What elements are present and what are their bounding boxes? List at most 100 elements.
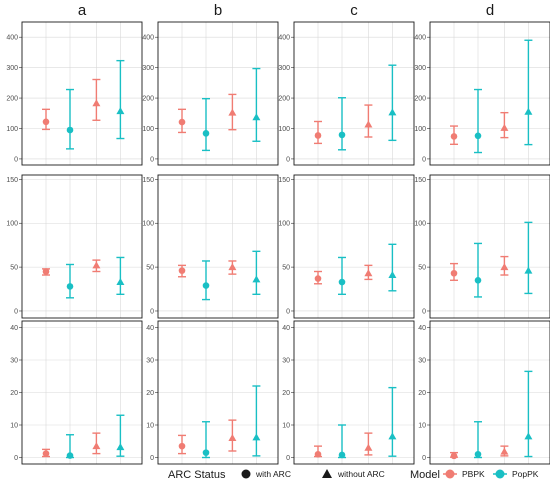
y-tick-label: 50 (418, 265, 426, 272)
panel-border (21, 21, 143, 166)
panel-border (21, 320, 143, 465)
y-tick-label: 200 (414, 95, 426, 102)
point-with-arc (202, 130, 210, 137)
panel-row1-b: 0 100 200 300 400 (142, 21, 279, 166)
y-tick-label: 200 (278, 95, 290, 102)
point-without-arc (116, 278, 125, 286)
panel-row3-d: 0 10 20 30 40 (418, 320, 550, 465)
y-tick-label: 0 (14, 156, 18, 163)
point-without-arc (364, 120, 373, 128)
point-without-arc (92, 261, 101, 269)
point-without-arc (364, 269, 373, 277)
legend-model-title: Model (410, 469, 440, 481)
error-bar-poppk-with-arc (66, 88, 74, 150)
panel-row3-a: 0 10 20 30 40 (10, 320, 143, 465)
panel-background (430, 175, 550, 318)
legend-without-arc-label: without ARC (337, 469, 385, 479)
panel-border (21, 174, 143, 319)
legend-arc-status-title: ARC Status (168, 469, 226, 481)
y-tick-label: 200 (142, 95, 154, 102)
point-with-arc (66, 452, 74, 459)
y-tick-label: 30 (146, 357, 154, 364)
error-bar-poppk-without-arc (252, 385, 261, 457)
y-tick-label: 100 (414, 221, 426, 228)
y-tick-label: 50 (146, 265, 154, 272)
y-tick-label: 150 (278, 177, 290, 184)
y-tick-label: 100 (142, 126, 154, 133)
y-tick-label: 20 (282, 390, 290, 397)
y-tick-label: 0 (14, 308, 18, 315)
error-bar-poppk-with-arc (66, 263, 74, 299)
point-with-arc (314, 132, 322, 139)
panel-row1-a: 0 100 200 300 400 (6, 21, 143, 166)
y-tick-label: 30 (418, 357, 426, 364)
point-without-arc (116, 443, 125, 451)
point-with-arc (338, 278, 346, 286)
y-tick-label: 0 (150, 308, 154, 315)
legend-with-arc-label: with ARC (255, 469, 291, 479)
point-with-arc (474, 132, 482, 140)
error-bar-poppk-without-arc (524, 39, 533, 146)
y-tick-label: 100 (278, 221, 290, 228)
point-without-arc (92, 99, 101, 107)
panel-border (157, 174, 279, 319)
point-with-arc (474, 450, 482, 458)
y-tick-label: 40 (146, 325, 154, 332)
point-without-arc (228, 108, 237, 116)
panel-row2-b: 0 50 100 150 (142, 174, 279, 319)
y-tick-label: 50 (282, 265, 290, 272)
point-without-arc (524, 266, 533, 274)
point-with-arc (42, 450, 50, 457)
error-bar-poppk-without-arc (252, 67, 261, 142)
panel-row2-d: 0 50 100 150 (414, 174, 550, 319)
y-tick-label: 10 (282, 422, 290, 429)
error-bar-poppk-with-arc (202, 97, 210, 152)
point-without-arc (388, 108, 397, 116)
y-tick-label: 10 (418, 422, 426, 429)
y-tick-label: 0 (150, 156, 154, 163)
panel-border (157, 320, 279, 465)
error-bar-poppk-with-arc (338, 256, 346, 296)
panel-row3-b: 0 10 20 30 40 (146, 320, 279, 465)
point-with-arc (178, 267, 186, 274)
column-title-d: d (486, 2, 494, 19)
panel-row3-c: 0 10 20 30 40 (282, 320, 415, 465)
y-tick-label: 20 (10, 390, 18, 397)
y-tick-label: 0 (422, 156, 426, 163)
y-tick-label: 200 (6, 95, 18, 102)
point-without-arc (388, 432, 397, 440)
column-title-c: c (350, 2, 358, 19)
legend-pbpk-label: PBPK (462, 469, 485, 479)
panel-background (22, 22, 142, 165)
column-title-a: a (78, 2, 87, 19)
point-with-arc (314, 450, 322, 458)
error-bar-poppk-without-arc (524, 221, 533, 295)
y-tick-label: 400 (278, 35, 290, 42)
y-tick-label: 10 (10, 422, 18, 429)
y-tick-label: 400 (142, 35, 154, 42)
point-without-arc (228, 263, 237, 271)
y-tick-label: 30 (282, 357, 290, 364)
y-tick-label: 400 (6, 35, 18, 42)
y-tick-label: 300 (414, 65, 426, 72)
point-without-arc (500, 263, 509, 271)
panel-row2-c: 0 50 100 150 (278, 174, 415, 319)
error-bar-poppk-without-arc (252, 250, 261, 296)
error-bar-poppk-without-arc (388, 243, 397, 292)
y-tick-label: 20 (146, 390, 154, 397)
point-with-arc (178, 118, 186, 126)
panel-background (158, 22, 278, 165)
error-bar-poppk-with-arc (474, 242, 482, 298)
point-with-arc (474, 276, 482, 284)
point-without-arc (500, 123, 509, 131)
error-bar-poppk-without-arc (388, 386, 397, 457)
error-bar-poppk-without-arc (388, 64, 397, 142)
error-bar-poppk-without-arc (116, 256, 125, 296)
y-tick-label: 40 (282, 325, 290, 332)
facet-panels: 0100200300400010020030040001002003004000… (6, 21, 550, 465)
y-tick-label: 10 (146, 422, 154, 429)
y-tick-label: 100 (414, 126, 426, 133)
y-tick-label: 150 (6, 177, 18, 184)
y-tick-label: 0 (422, 455, 426, 462)
